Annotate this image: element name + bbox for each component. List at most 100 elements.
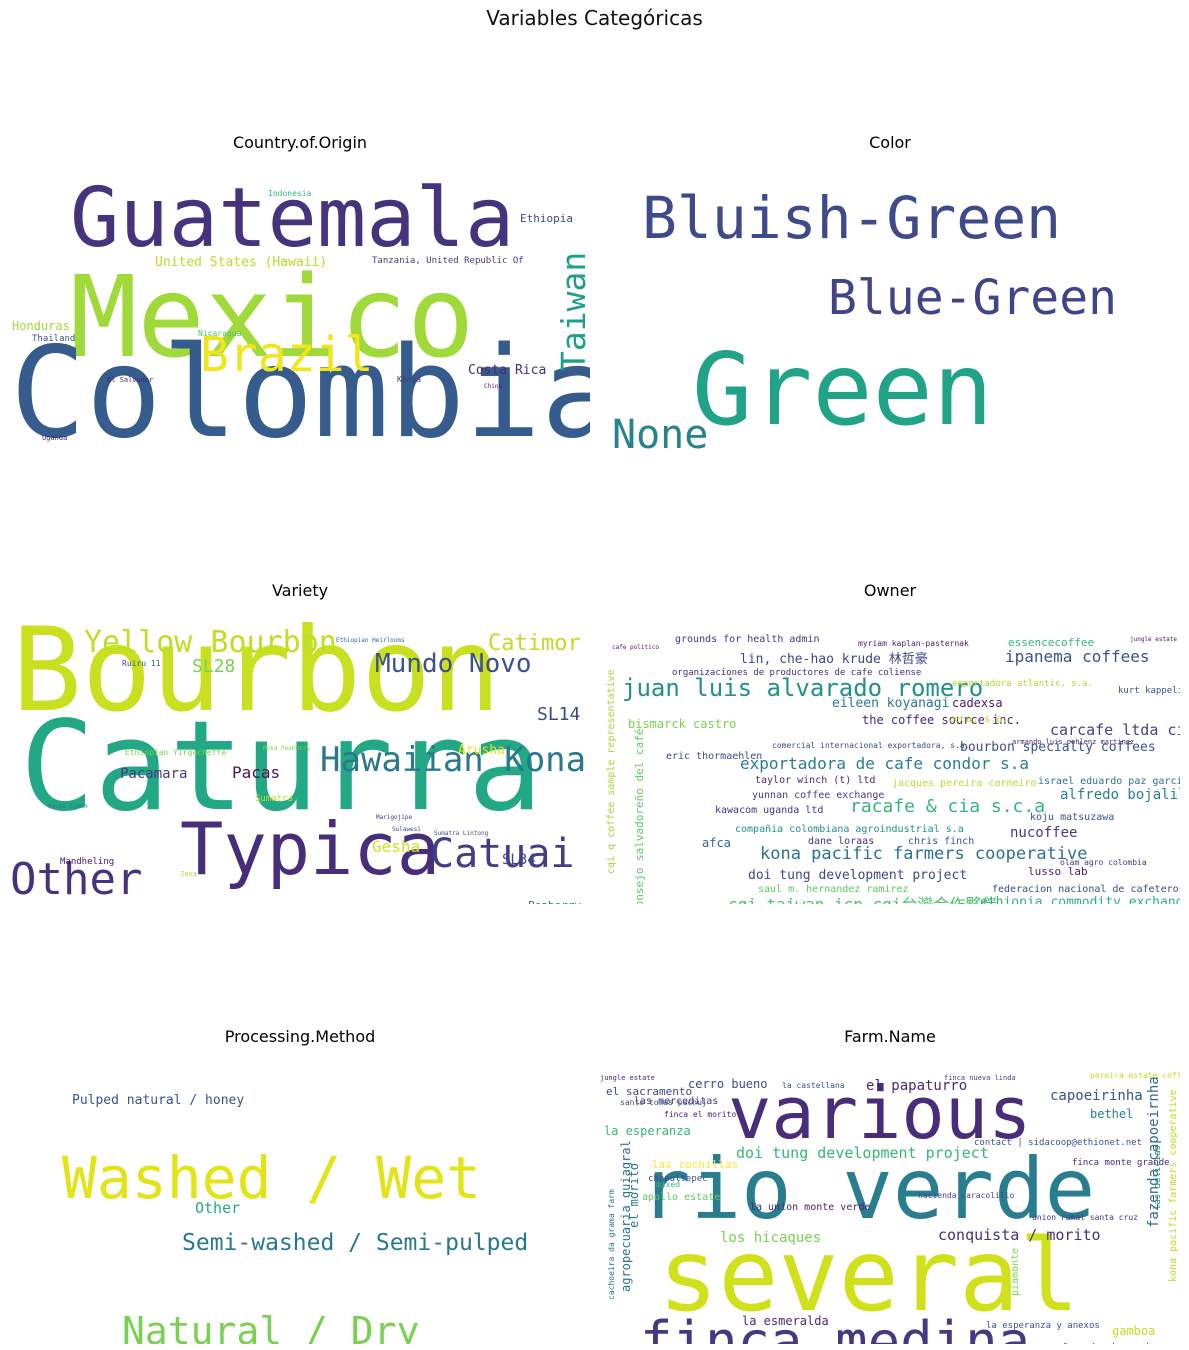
word-finca-nueva-linda: finca nueva linda: [944, 1074, 1016, 1082]
word-chris-finch: chris finch: [908, 836, 974, 847]
word-cachoeira-da-grama-farm: cachoeira da grama farm: [607, 1189, 616, 1300]
panel-variety: Variety Bourbon Caturra Typica Other Catuai Y…: [10, 576, 590, 906]
word-bourbon-specialty-coffees: bourbon specialty coffees: [960, 740, 1156, 755]
panel-farm-name: Farm.Name various rio verde several finca m…: [600, 1024, 1180, 1344]
word-hawaiian-kona: Hawaiian Kona: [320, 740, 586, 780]
word-kenya: Kenya: [397, 375, 421, 384]
word-mexico: Mexico: [70, 253, 475, 383]
word-jungle-estate: jungle estate: [1130, 636, 1177, 643]
word-uganda: Uganda: [42, 434, 67, 442]
word-tanzania-united-republic-of: Tanzania, United Republic Of: [372, 256, 524, 266]
word-la-union-monte-verde: la union monte verde: [750, 1202, 870, 1213]
word-dane-loraas: dane loraas: [808, 836, 874, 847]
word-cerro-bueno: cerro bueno: [688, 1077, 767, 1091]
word-sl34: SL34: [502, 852, 536, 868]
word-kona-pacific-farmers-cooperative: kona pacific farmers cooperative: [1168, 1089, 1179, 1282]
panel-title: Processing.Method: [224, 1027, 376, 1046]
word-alfredo-bojalil: alfredo bojalil: [1060, 787, 1180, 803]
word-other: Other: [195, 1199, 240, 1217]
word-cadexsa: cadexsa: [952, 696, 1003, 710]
word-chapultepec: chapultepec: [648, 1174, 708, 1184]
word-cqi-q-coffee-sample-representative: cqi q coffee sample representative: [606, 669, 617, 874]
word-guatemala: Guatemala: [70, 171, 514, 266]
panel-title: Country.of.Origin: [232, 133, 368, 152]
word-afca: afca: [702, 836, 731, 850]
word-exportadora-atlantic-s-a: exportadora atlantic, s.a.: [952, 679, 1093, 689]
word-yellow-bourbon: Yellow Bourbon: [84, 625, 337, 660]
word-union-ramal-santa-cruz: union ramal santa cruz: [1032, 1213, 1138, 1222]
word-sumatra: Sumatra: [255, 794, 293, 804]
wordcloud-farm-name: various rio verde several finca medina doi t…: [600, 1050, 1180, 1344]
word-united-states-hawaii: United States (Hawaii): [155, 255, 327, 270]
word-moka-peaberry: Moka Peaberry: [263, 745, 310, 752]
word-agropecuaria-quiagral: agropecuaria quiagral: [619, 1140, 633, 1292]
word-cqi-taiwan-icp-cqi: cqi taiwan icp cqi台灣合作夥伴: [728, 895, 997, 904]
word-costa-rica: Costa Rica: [468, 363, 546, 378]
word-olam-agro-colombia: olam agro colombia: [1060, 858, 1147, 867]
word-gesha: Gesha: [372, 837, 420, 856]
word-peaberry: Peaberry: [528, 899, 581, 904]
word-jacques-pereira-carneiro: jacques pereira carneiro: [892, 778, 1037, 789]
word-compa-ia-colombiana-agroindustrial-s-a: compañia colombiana agroindustrial s.a: [735, 824, 964, 835]
word-doi-tung-development-project: doi tung development project: [736, 1144, 989, 1162]
word-kona-pacific-farmers-cooperative: kona pacific farmers cooperative: [760, 844, 1088, 864]
word-none: None: [612, 412, 708, 456]
word-doi-tung-development-project: doi tung development project: [748, 868, 967, 883]
word-santo-tomas-pachuj: santo tomas pachuj: [620, 1098, 707, 1107]
word-essencecoffee: essencecoffee: [1008, 636, 1094, 649]
word-ethiopian-yirgacheffe: Ethiopian Yirgacheffe: [125, 748, 226, 757]
word-sumatra-lintong: Sumatra Lintong: [434, 830, 489, 837]
word-la-esperanza: la esperanza: [604, 1124, 691, 1138]
word-las-merceditas: las merceditas: [634, 1096, 718, 1107]
word-koju-matsuzawa: koju matsuzawa: [1030, 812, 1114, 823]
word-la-castellana: la castellana: [782, 1081, 845, 1090]
word-las-delicias: las delicias: [1153, 1145, 1163, 1210]
word-pereira-estate-coffee: pereira estate coffee: [1090, 1071, 1180, 1080]
word-indonesia: Indonesia: [268, 189, 312, 198]
word-the-coffee-source-inc: the coffee source inc.: [862, 713, 1021, 727]
word-bethel: bethel: [1090, 1107, 1133, 1121]
word-organizaciones-de-productores-de-cafe-coliense: organizaciones de productores de cafe co…: [672, 668, 921, 678]
word-nicaragua: Nicaragua: [198, 329, 242, 338]
word-yunnan-coffee-exchange: yunnan coffee exchange: [752, 790, 884, 801]
figure-title: Variables Categóricas: [486, 6, 703, 30]
word-pacas: Pacas: [232, 763, 280, 782]
word-finca-monte-grande: finca monte grande: [1072, 1158, 1170, 1168]
word-marigojipe: Marigojipe: [376, 814, 413, 821]
word-gamboa: gamboa: [1112, 1324, 1155, 1338]
word-fazenda-capoeirnha: fazenda capoeirnha: [1146, 1076, 1162, 1228]
word-ethiopian-heirlooms: Ethiopian Heirlooms: [336, 637, 405, 644]
word-el-salvador: El Salvador: [107, 376, 153, 384]
word-catuai: Catuai: [430, 831, 575, 877]
panel-title: Variety: [271, 581, 329, 600]
word-bluish-green: Bluish-Green: [642, 184, 1061, 252]
word-sl28: SL28: [192, 656, 235, 677]
word-colombia: Colombia: [10, 319, 590, 456]
word-lusso-lab: lusso lab: [1028, 865, 1088, 878]
word-los-hicaques: los hicaques: [720, 1230, 821, 1246]
panel-country-of-origin: Country.of.Origin Mexico Colombia Guatemal…: [10, 128, 590, 458]
word-thailand: Thailand: [32, 334, 75, 344]
word-washed-wet: Washed / Wet: [62, 1144, 481, 1212]
word-hacienda-caracolillo: hacienda caracolillo: [918, 1191, 1015, 1200]
wordcloud-color: Bluish-Green Blue-Green Green None: [600, 156, 1180, 456]
word-mixed: mixed: [656, 1180, 680, 1189]
word-fazenda-rio-verde: fazenda rio verde: [1062, 1343, 1154, 1344]
panel-owner: Owner juan luis alvarado romero exportado…: [600, 576, 1180, 906]
word-piamonte: piamonte: [1010, 1248, 1021, 1296]
wordcloud-processing-method: Washed / Wet Natural / Dry Semi-washed / S…: [10, 1050, 590, 1344]
word-green: Green: [692, 331, 993, 448]
word-federacion-nacional-de-cafeteros: federacion nacional de cafeteros: [992, 884, 1180, 895]
word-pache-comun: Pache Comun: [48, 803, 88, 810]
word-mandheling: Mandheling: [60, 857, 114, 867]
word-el-morito: el morito: [627, 1163, 641, 1228]
word-finca-el-morito: finca el morito: [664, 1110, 736, 1119]
word-el-papaturro: el papaturro: [866, 1078, 967, 1094]
word-taylor-winch-t-ltd: taylor winch (t) ltd: [755, 775, 875, 786]
word-kawacom-uganda-ltd: kawacom uganda ltd: [715, 805, 823, 816]
word-natural-dry: Natural / Dry: [122, 1309, 419, 1344]
panel-title: Owner: [863, 581, 917, 600]
